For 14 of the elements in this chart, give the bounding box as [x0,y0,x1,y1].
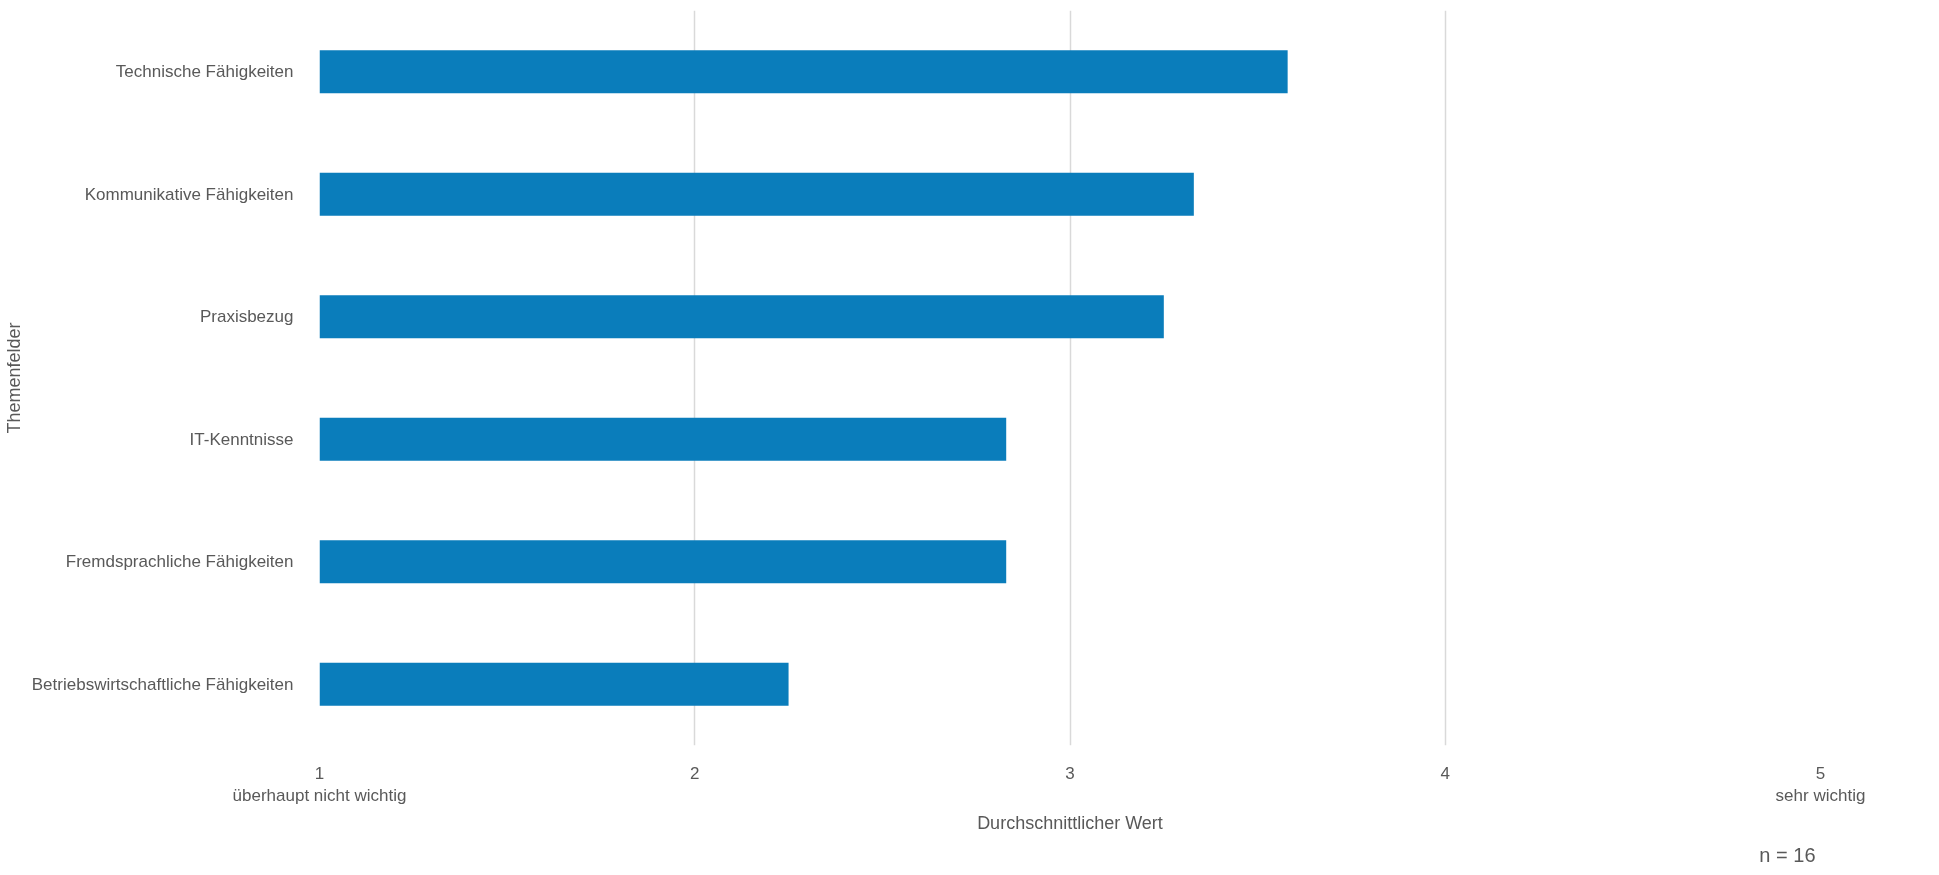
x-axis-title: Durchschnittlicher Wert [977,813,1163,834]
y-tick-label: Fremdsprachliche Fähigkeiten [65,552,294,572]
x-tick-label: 5 sehr wichtig [1775,763,1866,806]
y-tick-label: IT-Kenntnisse [189,429,294,449]
x-tick-label: 2 [690,763,700,783]
y-tick-label: Technische Fähigkeiten [115,62,294,82]
y-axis-title: Themenfelder [3,322,24,434]
y-tick-label: Kommunikative Fähigkeiten [84,184,294,204]
x-tick-label: 4 [1440,763,1450,783]
x-tick-label: 1 überhaupt nicht wichtig [232,763,407,806]
x-tick-label: 3 [1065,763,1075,783]
y-tick-label: Praxisbezug [199,307,294,327]
text: n = 16 [1759,843,1816,866]
y-tick-label: Betriebswirtschaftliche Fähigkeiten [31,674,294,694]
